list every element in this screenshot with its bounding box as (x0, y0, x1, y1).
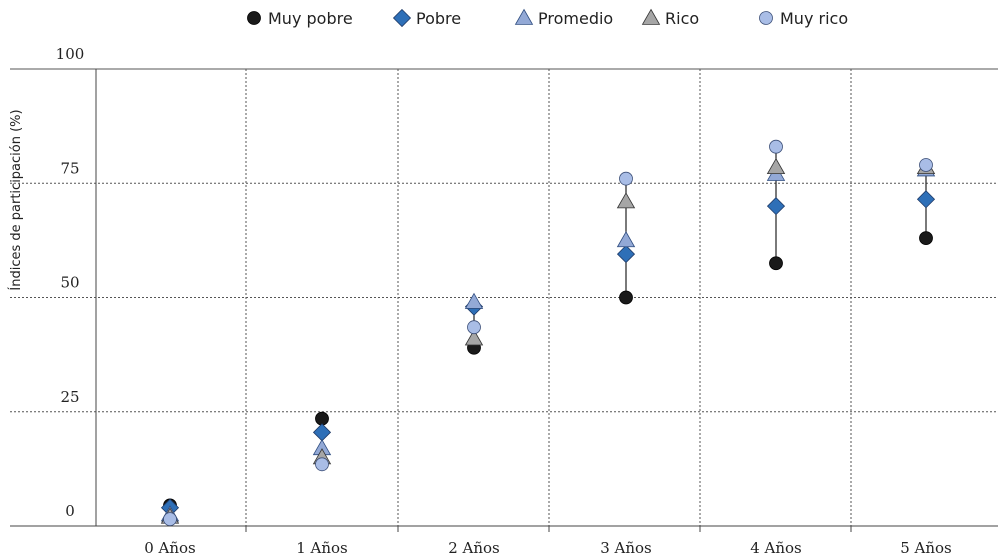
point-promedio (464, 292, 484, 309)
point-muy-pobre (619, 290, 633, 305)
y-axis-label: Índices de participación (%) (8, 109, 24, 290)
x-tick-labels: 0 Años 1 Años 2 Años 3 Años 4 Años 5 Años (144, 526, 952, 557)
legend-label-muy-pobre: Muy pobre (268, 9, 353, 28)
x-tick-label: 4 Años (750, 539, 802, 557)
y-tick-labels: 0 25 50 75 100 (56, 45, 85, 520)
point-rico (464, 329, 484, 346)
y-tick-label: 100 (56, 45, 85, 63)
x-tick-label: 3 Años (600, 539, 652, 557)
legend: Muy pobre Pobre Promedio Rico Muy rico (247, 8, 848, 28)
point-rico (766, 157, 786, 175)
data-markers (160, 139, 936, 527)
y-tick-label: 0 (65, 502, 75, 520)
legend-label-promedio: Promedio (538, 9, 613, 28)
x-tick-label: 2 Años (448, 539, 500, 557)
point-pobre (916, 190, 936, 209)
point-promedio (616, 231, 636, 248)
legend-label-pobre: Pobre (416, 9, 461, 28)
legend-label-rico: Rico (665, 9, 699, 28)
grid-lines (10, 68, 998, 526)
legend-label-muy-rico: Muy rico (780, 9, 848, 28)
point-pobre (616, 245, 636, 264)
point-pobre (766, 197, 786, 216)
point-muy-rico (315, 457, 329, 472)
point-muy-pobre (919, 231, 933, 245)
axes (10, 69, 998, 527)
legend-marker-promedio (514, 8, 534, 25)
point-muy-rico (619, 171, 633, 186)
x-tick-label: 0 Años (144, 539, 196, 557)
point-muy-rico (769, 139, 783, 154)
legend-marker-muy-pobre (247, 11, 261, 25)
point-pobre (312, 423, 332, 442)
point-muy-rico (919, 158, 933, 172)
y-tick-label: 25 (60, 388, 79, 406)
range-lines (169, 146, 927, 520)
point-muy-rico (467, 320, 481, 335)
y-tick-label: 50 (60, 274, 79, 292)
x-tick-label: 1 Años (296, 539, 348, 557)
legend-marker-muy-rico (759, 11, 773, 25)
point-muy-rico (163, 512, 177, 527)
y-tick-label: 75 (60, 159, 79, 177)
x-tick-label: 5 Años (900, 539, 952, 557)
point-rico (616, 192, 636, 209)
legend-marker-rico (641, 8, 661, 25)
point-muy-pobre (769, 256, 783, 271)
point-muy-pobre (315, 411, 329, 426)
legend-marker-pobre (392, 8, 412, 28)
